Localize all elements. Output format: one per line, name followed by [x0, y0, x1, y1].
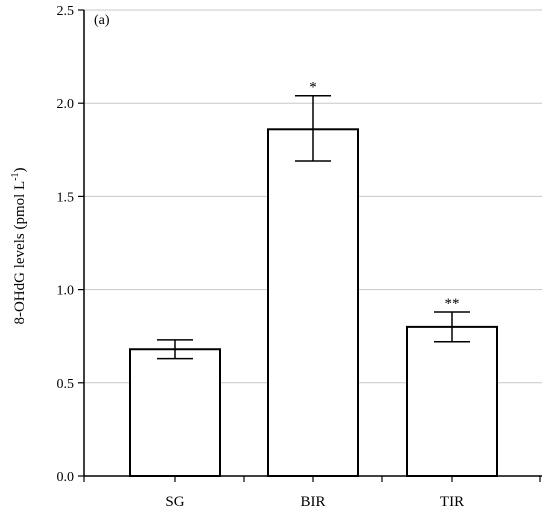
y-tick-label: 0.0: [57, 470, 75, 485]
bar-sg: [129, 348, 221, 477]
bar-tir: [406, 325, 498, 477]
y-tick-label: 0.5: [57, 377, 75, 392]
panel-label: (a): [94, 13, 110, 28]
y-tick-label: 1.5: [57, 190, 75, 205]
y-axis-label: 8-OHdG levels (pmol L-1): [10, 167, 28, 324]
bar-bir: [267, 128, 359, 478]
axes: 0.0 0.5 1.0 1.5 2.0 2.5 SG BIR TIR: [57, 4, 542, 510]
y-axis-label-superscript: -1: [10, 172, 21, 180]
y-axis-label-main: 8-OHdG levels (pmol L: [12, 181, 28, 325]
y-tick-label: 2.0: [57, 97, 75, 112]
y-axis-label-tail: ): [12, 167, 28, 172]
x-tick-label: SG: [165, 494, 184, 510]
y-tick-label: 1.0: [57, 284, 75, 299]
x-tick-label: TIR: [440, 494, 464, 510]
x-tick-label: BIR: [300, 494, 325, 510]
bars: ***: [129, 80, 498, 478]
significance-marker: *: [309, 80, 317, 96]
significance-marker: **: [445, 296, 460, 312]
y-tick-label: 2.5: [57, 4, 75, 19]
